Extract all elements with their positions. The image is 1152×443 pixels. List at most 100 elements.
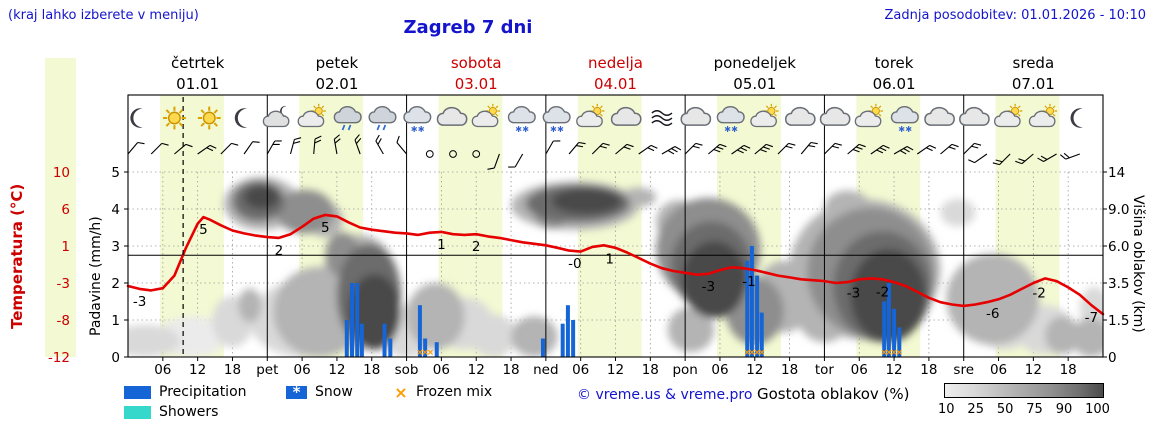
day-headers: četrtek 01.01 petek 02.01 sobota 03.01 nedelja… <box>171 54 1055 93</box>
day-abbrev-label: pon <box>672 362 697 378</box>
cloud-blob <box>511 316 558 357</box>
precip-bar <box>355 283 360 357</box>
cloud-tick-label: 3.5 <box>1108 276 1129 292</box>
rain-cloud-icon <box>368 105 397 131</box>
precip-bar <box>897 327 902 357</box>
left-axis-day-band <box>45 58 76 357</box>
wind-barb-icon <box>992 153 1011 166</box>
temp-tick-label: 1 <box>61 239 70 255</box>
temp-value-label: -3 <box>702 279 715 295</box>
precip-bar <box>540 338 545 357</box>
precip-bar <box>565 305 570 357</box>
day-name: petek <box>316 54 359 72</box>
precipitation-swatch-icon <box>124 385 151 399</box>
time-tick-label: 06 <box>433 362 450 378</box>
temp-value-label: 1 <box>437 237 446 253</box>
temp-value-label: -2 <box>876 284 889 300</box>
temp-value-label: -6 <box>986 306 999 322</box>
cloud-tick-label: 0 <box>1108 350 1117 366</box>
snow-swatch-icon: * <box>286 384 307 399</box>
wind-icon <box>651 110 673 126</box>
wind-barb-icon <box>870 144 890 155</box>
calm-wind-icon <box>425 150 434 158</box>
calm-wind-icon <box>449 150 457 158</box>
temp-value-label: 2 <box>472 239 481 255</box>
temp-value-label: -1 <box>742 274 755 290</box>
scale-tick: 10 <box>938 402 955 417</box>
cloud-blob <box>940 198 976 227</box>
cloud-tick-label: 1.5 <box>1108 313 1129 329</box>
moon-icon <box>1070 108 1083 128</box>
cloud-density-gradient <box>944 383 1104 398</box>
frozen-mix-icon: × <box>743 348 751 358</box>
temp-value-label: 5 <box>199 222 208 238</box>
wind-barb-icon <box>638 144 658 155</box>
wind-barb-icon <box>754 143 774 155</box>
sun-icon <box>197 106 221 130</box>
temp-value-label: 2 <box>275 243 284 259</box>
time-tick-label: 06 <box>572 362 589 378</box>
scale-tick: 75 <box>1026 402 1043 417</box>
sun-icon <box>163 106 186 130</box>
wind-barb-icon <box>963 142 982 155</box>
x-axis-labels: 06 12 18 pet 06 12 18 sob 06 12 18 ned 06 12 18 pon 06 12… <box>154 362 1077 378</box>
cloud-density-scale-ticks: 10 25 50 75 90 100 <box>938 402 1110 417</box>
wind-barb-icon <box>150 142 169 155</box>
wind-barb-icon <box>197 144 217 155</box>
cloud-icon <box>924 106 955 126</box>
menu-hint: (kraj lahko izberete v meniju) <box>8 8 199 23</box>
cloud-icon <box>680 106 712 126</box>
precip-bar <box>749 246 754 357</box>
temp-value-label: -0 <box>568 256 581 272</box>
precip-tick-label: 5 <box>111 165 120 181</box>
frozen-mix-icon: × <box>890 348 898 358</box>
precip-bars <box>344 246 902 357</box>
rain-cloud-icon <box>333 105 362 131</box>
day-date: 02.01 <box>315 75 358 93</box>
cloud-blob <box>1071 318 1103 357</box>
precip-bar <box>882 301 887 357</box>
precip-tick-label: 3 <box>111 239 120 255</box>
day-name: torek <box>875 54 914 72</box>
sun-cloud-icon <box>471 103 500 128</box>
frozen-mix-icon: × <box>885 348 893 358</box>
day-separators <box>266 95 965 357</box>
cloud-blob <box>1044 316 1080 355</box>
day-name: četrtek <box>171 54 225 72</box>
scale-tick: 25 <box>967 402 984 417</box>
credit-link[interactable]: © vreme.us & vreme.pro <box>577 387 753 403</box>
sun-cloud-icon <box>993 103 1023 128</box>
temp-value-label: 1 <box>605 251 614 267</box>
cloud-icon <box>436 106 468 126</box>
precip-bar <box>350 283 355 357</box>
precip-bar <box>423 338 428 357</box>
precip-bar <box>886 283 891 357</box>
time-tick-label: 12 <box>189 362 206 378</box>
wind-barb-icon <box>354 134 362 155</box>
sun-cloud-icon <box>297 103 326 128</box>
wind-barb-icon <box>1059 152 1080 160</box>
precip-tick-label: 0 <box>111 350 120 366</box>
time-tick-label: 06 <box>294 362 311 378</box>
precip-bar <box>755 275 760 357</box>
time-tick-label: 18 <box>363 362 380 378</box>
precip-axis-title: Padavine (mm/h) <box>88 216 104 336</box>
time-tick-label: 06 <box>851 362 868 378</box>
day-date: 03.01 <box>455 75 498 93</box>
precip-tick-label: 2 <box>111 276 120 292</box>
showers-swatch-icon <box>124 405 151 419</box>
wind-barb-icon <box>333 134 341 155</box>
wind-barb-icon <box>893 146 914 155</box>
frozen-mix-icon: × <box>753 348 761 358</box>
legend-precipitation: Precipitation <box>124 384 247 400</box>
temp-tick-label: -3 <box>57 276 70 292</box>
wind-barb-icon <box>487 153 500 170</box>
time-tick-label: 18 <box>642 362 659 378</box>
moon-icon <box>130 108 143 128</box>
day-date: 01.01 <box>176 75 219 93</box>
sun-cloud-icon <box>1028 103 1058 128</box>
cloud-icon <box>819 106 851 126</box>
temp-value-label: -2 <box>1032 286 1045 302</box>
day-abbrev-label: sob <box>395 362 419 378</box>
